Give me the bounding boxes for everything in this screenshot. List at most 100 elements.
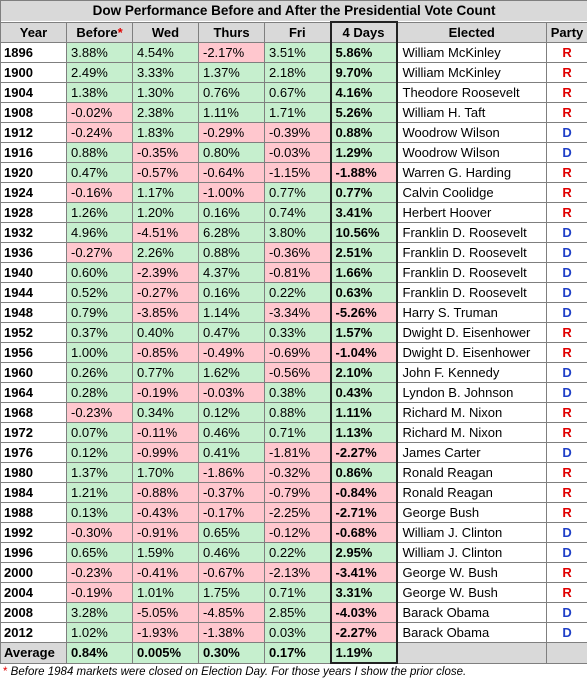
elected-cell: Richard M. Nixon — [396, 402, 547, 423]
elected-cell: Herbert Hoover — [396, 202, 547, 223]
party-cell: R — [545, 402, 587, 423]
thurs-cell: 0.88% — [198, 242, 265, 263]
four-days-cell: 9.70% — [329, 62, 398, 83]
fri-cell: 1.71% — [264, 102, 331, 123]
four-days-cell: 4.16% — [329, 82, 398, 103]
wed-cell: 1.70% — [132, 462, 199, 483]
wed-cell: -1.93% — [132, 622, 199, 643]
fri-cell: 0.67% — [264, 82, 331, 103]
before-cell: 0.47% — [66, 162, 133, 183]
before-cell: 0.37% — [66, 322, 133, 343]
four-days-cell: 3.41% — [329, 202, 398, 223]
thurs-cell: 1.14% — [198, 302, 265, 323]
four-days-cell: 0.86% — [329, 462, 398, 483]
party-cell: R — [545, 102, 587, 123]
before-cell: 3.88% — [66, 42, 133, 63]
before-cell: -0.02% — [66, 102, 133, 123]
year-cell: 1896 — [0, 42, 67, 63]
wed-cell: 0.77% — [132, 362, 199, 383]
four-days-cell: 5.86% — [329, 42, 398, 63]
party-cell: D — [545, 282, 587, 303]
average-fri: 0.17% — [264, 642, 331, 664]
party-cell: R — [545, 342, 587, 363]
party-cell: R — [545, 82, 587, 103]
party-cell: D — [545, 382, 587, 403]
wed-cell: -0.19% — [132, 382, 199, 403]
thurs-cell: -0.37% — [198, 482, 265, 503]
thurs-cell: -0.67% — [198, 562, 265, 583]
elected-cell: Lyndon B. Johnson — [396, 382, 547, 403]
before-cell: -0.24% — [66, 122, 133, 143]
year-cell: 1964 — [0, 382, 67, 403]
table-row: 1896 3.88% 4.54% -2.17% 3.51% 5.86% William Mc… — [0, 42, 587, 63]
table-row: 1956 1.00% -0.85% -0.49% -0.69% -1.04% Dwight … — [0, 342, 587, 363]
thurs-cell: 6.28% — [198, 222, 265, 243]
party-cell: R — [545, 62, 587, 83]
average-label: Average — [0, 642, 67, 664]
party-cell: D — [545, 522, 587, 543]
footnote: * Before 1984 markets were closed on Ele… — [0, 666, 587, 678]
party-cell: D — [545, 442, 587, 463]
before-cell: -0.23% — [66, 562, 133, 583]
year-cell: 1924 — [0, 182, 67, 203]
before-cell: -0.16% — [66, 182, 133, 203]
party-cell: R — [545, 422, 587, 443]
wed-cell: 3.33% — [132, 62, 199, 83]
elected-cell: James Carter — [396, 442, 547, 463]
wed-cell: -2.39% — [132, 262, 199, 283]
wed-cell: 4.54% — [132, 42, 199, 63]
year-cell: 2004 — [0, 582, 67, 603]
elected-cell: George W. Bush — [396, 562, 547, 583]
before-cell: 2.49% — [66, 62, 133, 83]
before-cell: 1.26% — [66, 202, 133, 223]
thurs-cell: -4.85% — [198, 602, 265, 623]
wed-cell: 1.17% — [132, 182, 199, 203]
fri-cell: -0.79% — [264, 482, 331, 503]
party-cell: R — [545, 462, 587, 483]
elected-cell: Harry S. Truman — [396, 302, 547, 323]
four-days-cell: -0.84% — [329, 482, 398, 503]
fri-cell: -0.03% — [264, 142, 331, 163]
fri-cell: 2.18% — [264, 62, 331, 83]
fri-cell: -1.15% — [264, 162, 331, 183]
party-cell: D — [545, 302, 587, 323]
before-cell: 0.13% — [66, 502, 133, 523]
year-cell: 1952 — [0, 322, 67, 343]
wed-cell: -4.51% — [132, 222, 199, 243]
four-days-cell: 5.26% — [329, 102, 398, 123]
four-days-cell: -2.71% — [329, 502, 398, 523]
party-cell: D — [545, 622, 587, 643]
elected-cell: Franklin D. Roosevelt — [396, 282, 547, 303]
thurs-cell: 0.16% — [198, 282, 265, 303]
before-cell: 0.07% — [66, 422, 133, 443]
thurs-cell: 0.76% — [198, 82, 265, 103]
thurs-cell: 4.37% — [198, 262, 265, 283]
average-thurs: 0.30% — [198, 642, 265, 664]
four-days-cell: -1.04% — [329, 342, 398, 363]
wed-cell: 0.34% — [132, 402, 199, 423]
wed-cell: 2.26% — [132, 242, 199, 263]
before-cell: 3.28% — [66, 602, 133, 623]
fri-cell: 0.71% — [264, 422, 331, 443]
thurs-cell: -1.00% — [198, 182, 265, 203]
before-cell: 0.65% — [66, 542, 133, 563]
party-cell: R — [545, 202, 587, 223]
wed-cell: -0.41% — [132, 562, 199, 583]
thurs-cell: -0.29% — [198, 122, 265, 143]
table-row: 1908 -0.02% 2.38% 1.11% 1.71% 5.26% William H.… — [0, 102, 587, 123]
elected-cell: Calvin Coolidge — [396, 182, 547, 203]
wed-cell: -5.05% — [132, 602, 199, 623]
elected-cell: Franklin D. Roosevelt — [396, 222, 547, 243]
table-row: 1988 0.13% -0.43% -0.17% -2.25% -2.71% George … — [0, 502, 587, 523]
thurs-cell: -0.03% — [198, 382, 265, 403]
fri-cell: 3.80% — [264, 222, 331, 243]
wed-cell: -0.57% — [132, 162, 199, 183]
year-cell: 1992 — [0, 522, 67, 543]
table-row: 1952 0.37% 0.40% 0.47% 0.33% 1.57% Dwight D. E… — [0, 322, 587, 343]
year-cell: 1976 — [0, 442, 67, 463]
fri-cell: -2.25% — [264, 502, 331, 523]
fri-cell: -0.32% — [264, 462, 331, 483]
header-before: Before* — [66, 21, 133, 43]
year-cell: 1968 — [0, 402, 67, 423]
